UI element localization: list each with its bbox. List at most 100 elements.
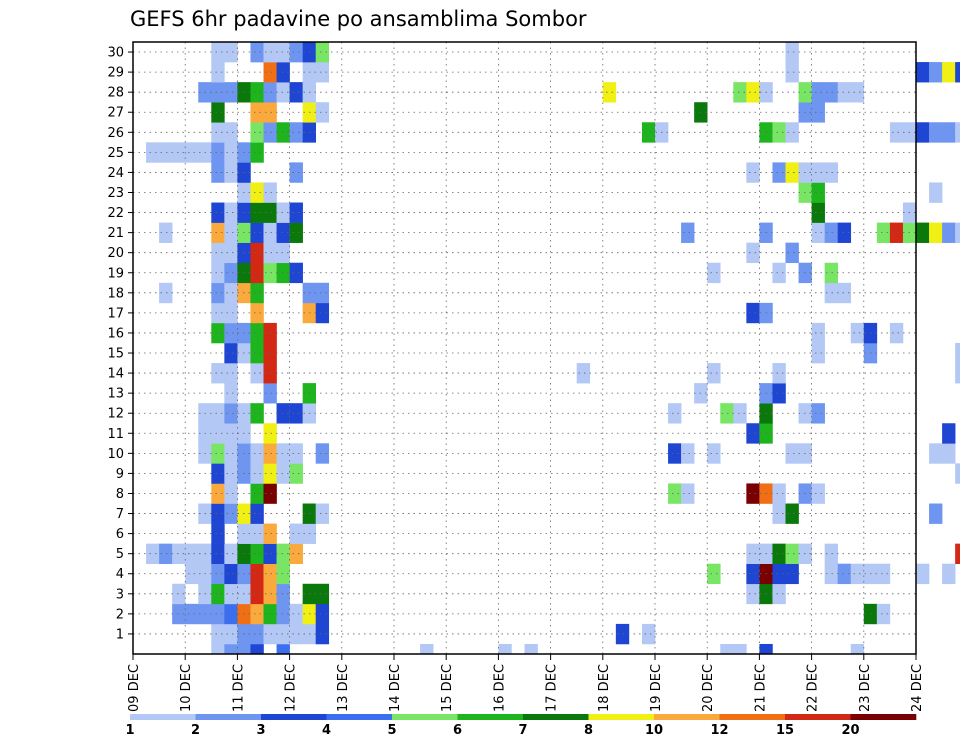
heatmap-cell	[224, 443, 238, 464]
heatmap-cell	[263, 583, 277, 605]
colorbar-swatch	[130, 714, 196, 720]
heatmap-cell	[263, 122, 277, 143]
heatmap-cell	[263, 383, 277, 404]
x-tick-label: 15 DEC	[440, 664, 455, 712]
heatmap-cell	[276, 623, 290, 645]
heatmap-cell	[942, 62, 956, 83]
heatmap-cell	[837, 82, 852, 103]
colorbar-swatch	[850, 714, 917, 720]
heatmap-cell	[172, 543, 186, 565]
heatmap-cell	[172, 583, 186, 605]
heatmap-cell	[224, 423, 238, 444]
heatmap-cell	[315, 302, 330, 324]
heatmap-cell	[276, 583, 290, 605]
heatmap-cell	[785, 503, 799, 524]
heatmap-cell	[276, 543, 290, 565]
heatmap-cell	[276, 403, 290, 424]
y-tick-label: 20	[107, 246, 124, 261]
heatmap-cell	[929, 443, 943, 464]
heatmap-cell	[707, 262, 721, 284]
heatmap-cell	[263, 463, 277, 484]
heatmap-cell	[263, 523, 277, 544]
heatmap-cell	[811, 182, 825, 203]
heatmap-cell	[276, 463, 290, 484]
heatmap-cell	[850, 643, 865, 655]
heatmap-cell	[824, 162, 838, 183]
heatmap-cell	[785, 543, 799, 565]
heatmap-cell	[224, 142, 238, 163]
heatmap-cell	[250, 182, 264, 203]
heatmap-cells	[146, 42, 960, 655]
colorbar-label: 15	[776, 723, 794, 738]
heatmap-cell	[733, 643, 747, 655]
heatmap-cell	[224, 322, 238, 344]
heatmap-cell	[250, 543, 264, 565]
heatmap-cell	[250, 363, 264, 384]
heatmap-cell	[524, 643, 538, 655]
heatmap-cell	[811, 483, 825, 504]
heatmap-cell	[211, 623, 225, 645]
x-tick-label: 18 DEC	[597, 664, 612, 712]
colorbar-swatch	[523, 714, 589, 720]
heatmap-cell	[289, 162, 303, 183]
heatmap-cell	[250, 222, 264, 243]
y-tick-label: 16	[107, 326, 124, 341]
heatmap-cell	[211, 242, 225, 264]
heatmap-cell	[250, 623, 264, 645]
colorbar-swatch	[785, 714, 851, 720]
heatmap-cell	[211, 463, 225, 484]
heatmap-cell	[211, 162, 225, 183]
heatmap-cell	[263, 563, 277, 585]
heatmap-cell	[211, 423, 225, 444]
y-axis-ticks: 1234567891011121314151617181920212223242…	[107, 46, 133, 642]
heatmap-cell	[746, 483, 760, 504]
heatmap-cell	[263, 82, 277, 103]
heatmap-cell	[824, 82, 838, 103]
heatmap-cell	[785, 242, 799, 264]
heatmap-cell	[942, 423, 956, 444]
x-tick-label: 23 DEC	[858, 664, 873, 712]
x-tick-label: 24 DEC	[910, 664, 925, 712]
heatmap-cell	[315, 62, 330, 83]
y-tick-label: 27	[107, 106, 124, 121]
heatmap-cell	[211, 302, 225, 324]
heatmap-cell	[250, 603, 264, 625]
heatmap-cell	[955, 543, 960, 565]
heatmap-cell	[315, 583, 330, 605]
heatmap-cell	[211, 322, 225, 344]
heatmap-cell	[576, 363, 591, 384]
heatmap-cell	[211, 262, 225, 284]
heatmap-cell	[250, 102, 264, 123]
colorbar-label: 12	[710, 723, 728, 738]
y-tick-label: 28	[107, 86, 124, 101]
heatmap-cell	[263, 342, 277, 364]
heatmap-cell	[811, 82, 825, 103]
x-tick-label: 10 DEC	[179, 664, 194, 712]
heatmap-cell	[211, 282, 225, 304]
heatmap-cell	[746, 82, 760, 103]
colorbar-swatch	[457, 714, 524, 720]
heatmap-cell	[824, 563, 838, 585]
heatmap-cell	[211, 563, 225, 585]
heatmap-cell	[250, 202, 264, 223]
x-tick-label: 19 DEC	[649, 664, 664, 712]
heatmap-cell	[263, 242, 277, 264]
heatmap-cell	[837, 222, 852, 243]
heatmap-cell	[641, 623, 656, 645]
heatmap-cell	[289, 403, 303, 424]
y-tick-label: 13	[107, 387, 124, 402]
chart-title: GEFS 6hr padavine po ansamblima Sombor	[130, 7, 587, 31]
heatmap-cell	[955, 62, 960, 83]
heatmap-cell	[159, 142, 173, 163]
heatmap-cell	[772, 363, 786, 384]
heatmap-cell	[211, 122, 225, 143]
y-tick-label: 11	[107, 427, 124, 442]
y-tick-label: 2	[116, 607, 124, 622]
y-tick-label: 23	[107, 186, 124, 201]
heatmap-cell	[955, 363, 960, 384]
heatmap-cell	[785, 443, 799, 464]
heatmap-cell	[785, 122, 799, 143]
heatmap-cell	[315, 443, 330, 464]
heatmap-cell	[942, 122, 956, 143]
heatmap-cell	[889, 322, 904, 344]
